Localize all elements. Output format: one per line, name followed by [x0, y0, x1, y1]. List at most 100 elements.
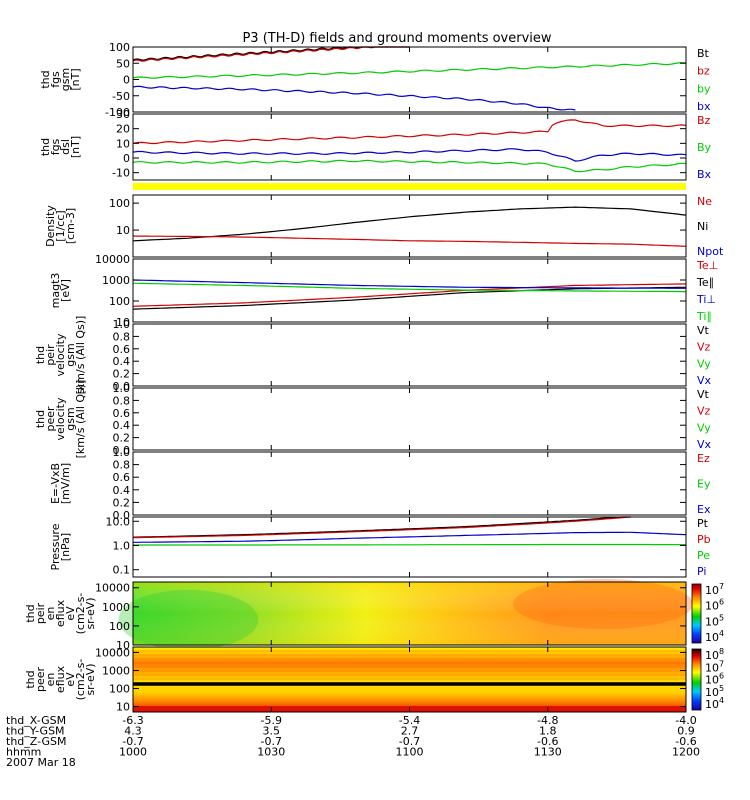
colorbar-tick: 10 [705, 649, 719, 662]
ephemeris-value: 4.3 [124, 725, 142, 738]
series-Ne [132, 235, 687, 247]
legend-entry: Pe [697, 549, 710, 562]
ephemeris-value: 1200 [672, 746, 700, 759]
y-tick-label: -10 [112, 167, 130, 180]
series-Ti∥ [132, 282, 686, 293]
legend-entry: Bt [697, 47, 710, 60]
colorbar-tick: 10 [705, 686, 719, 699]
panel-frame [132, 451, 687, 516]
y-tick-label: 0.4 [113, 419, 131, 432]
y-tick-label: 0.2 [113, 368, 131, 381]
colorbar-tick-exponent: 4 [719, 629, 724, 638]
ephemeris-date: 2007 Mar 18 [6, 756, 76, 769]
legend-entry: Ez [697, 452, 710, 465]
y-axis-label-line: peir [34, 602, 47, 624]
series-Pi [133, 531, 687, 543]
y-axis-label-line: fgs [49, 71, 62, 88]
y-tick-label: 1000 [102, 601, 130, 614]
y-tick-label: 50 [116, 57, 130, 70]
legend-entry: Vz [697, 341, 711, 354]
panel-temperature: 10000 1000 100 10 magt3[eV] Te⊥ Te∥ Ti⊥ Ti∥ [49, 253, 718, 329]
legend-entry: bz [697, 65, 710, 78]
y-tick-label: 1.0 [113, 318, 131, 331]
y-axis-label: magt3[eV] [49, 273, 72, 309]
flag-bar [133, 183, 686, 190]
y-tick-label: 10000 [95, 646, 130, 659]
y-axis-label-line: [nT] [69, 68, 82, 90]
legend-entry: Vz [697, 405, 711, 418]
legend-entry: Ni [697, 220, 708, 233]
panel-frame [132, 323, 687, 387]
colorbar-tick-exponent: 6 [719, 672, 724, 681]
y-axis-label-line: [mV/m] [59, 463, 72, 504]
legend-entry: Ti⊥ [696, 293, 716, 306]
colorbar-tick-exponent: 7 [719, 659, 724, 668]
legend-entry: Ti∥ [696, 310, 712, 323]
y-tick-label: 1.0 [113, 382, 131, 395]
legend-entry: Ne [697, 195, 712, 208]
series-Pb [132, 516, 631, 539]
y-tick-label: 0.8 [113, 459, 131, 472]
y-axis-label-line: peer [34, 667, 47, 693]
y-tick-label: 10.0 [106, 515, 131, 528]
y-tick-label: 0.1 [113, 564, 131, 577]
colorbar-tick-exponent: 8 [719, 647, 724, 656]
colorbar [691, 648, 702, 711]
series-Pe [133, 543, 686, 546]
legend-entry: Vy [697, 421, 711, 434]
ephemeris-value: 2.7 [401, 725, 419, 738]
y-tick-label: 0.6 [113, 407, 131, 420]
y-tick-label: 0.8 [113, 330, 131, 343]
ephemeris-value: -0.6 [537, 735, 558, 748]
ephemeris-label: thd_Y-GSM [6, 725, 65, 738]
y-axis-label-line: velocity [54, 397, 67, 440]
ephemeris-label: thd_Z-GSM [6, 735, 66, 748]
spectrogram-hot-region [513, 579, 694, 630]
legend-entry: Vt [697, 324, 710, 337]
ephemeris-value: 1.8 [539, 725, 557, 738]
y-tick-label: 0.8 [113, 394, 131, 407]
spectrogram-cool-region [118, 589, 259, 650]
y-axis-label-line: [nPa] [59, 533, 72, 561]
series-Bz [132, 119, 687, 145]
colorbar-tick: 10 [705, 661, 719, 674]
legend-entry: Ex [697, 503, 711, 516]
panel-frame [132, 194, 687, 258]
y-axis-label-line: peer [44, 406, 57, 432]
legend-entry: Vx [697, 438, 712, 451]
y-tick-label: 10 [116, 224, 130, 237]
y-tick-label: 10000 [95, 582, 130, 595]
legend-entry: Vx [697, 374, 712, 387]
chart-title: P3 (TH-D) fields and ground moments over… [242, 31, 551, 46]
y-tick-label: 1000 [102, 274, 130, 287]
y-axis-label: Pressure[nPa] [49, 523, 72, 570]
ephemeris-value: -4.0 [675, 714, 696, 727]
legend-entry: Bx [697, 168, 712, 181]
y-tick-label: 0.4 [113, 484, 131, 497]
ephemeris-value: -6.3 [122, 714, 143, 727]
legend-entry: bx [697, 100, 711, 113]
legend-entry: Bz [697, 114, 711, 127]
y-tick-label: 0.6 [113, 343, 131, 356]
colorbar-tick: 10 [705, 698, 719, 711]
y-axis-label-line: [km/s (All Qs)] [74, 316, 87, 395]
ephemeris-value: -0.6 [675, 735, 696, 748]
y-axis-label-line: eV [64, 606, 77, 621]
legend-entry: Vy [697, 357, 711, 370]
y-axis-label: Density[1/cc][cm-3] [44, 205, 77, 247]
legend-entry: Vt [697, 388, 710, 401]
ephemeris-value: 1130 [534, 746, 562, 759]
colorbar-tick: 10 [705, 615, 719, 628]
panel-peir-velocity: 1.00.80.60.40.20.0thdpeirvelocitygsm[km/… [34, 316, 712, 395]
y-axis-label-line: velocity [54, 333, 67, 376]
panel-peer-velocity: 1.00.80.60.40.20.0thdpeervelocitygsm[km/… [34, 380, 712, 459]
panel-frame [132, 387, 687, 451]
legend-entry: Te∥ [696, 276, 714, 289]
panel-density: 100 10 Density[1/cc][cm-3] Ne Ni Npot [44, 194, 724, 258]
y-axis-label-line: dsl [59, 139, 72, 155]
